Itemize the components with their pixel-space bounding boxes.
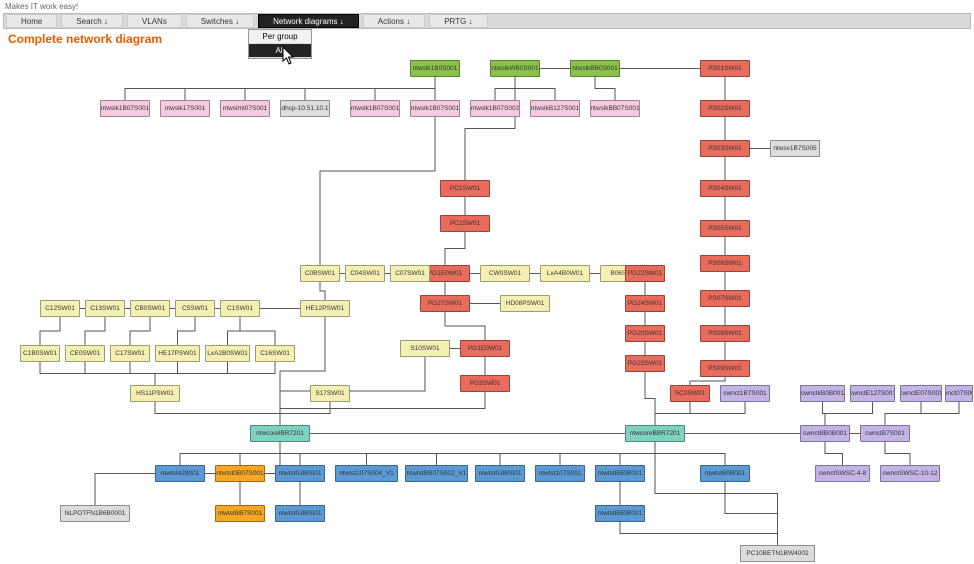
network-node[interactable]: C1SW01 xyxy=(220,300,260,317)
network-node[interactable]: ntwtstBB0B001 xyxy=(595,465,645,482)
network-node[interactable]: ntwcoreBBR7201 xyxy=(625,425,685,442)
menu-item[interactable]: Switches ↓ xyxy=(186,14,254,28)
network-node[interactable]: PG27SW01 xyxy=(420,295,470,312)
network-node[interactable]: ntwslkBB0S001 xyxy=(570,60,620,77)
network-node[interactable]: CB0SW01 xyxy=(130,300,170,317)
network-node[interactable]: dhcp-10.51.10.1 xyxy=(280,100,330,117)
network-node[interactable]: ntwslk1B0S001 xyxy=(410,60,460,77)
network-node[interactable]: HD08PSW01 xyxy=(500,295,550,312)
edge xyxy=(465,69,515,189)
network-node[interactable]: PS01SW01 xyxy=(700,60,750,77)
network-node[interactable]: PS06SW01 xyxy=(700,255,750,272)
tagline: Makes IT work easy! xyxy=(5,2,78,11)
network-node[interactable]: cwnctE127S001 xyxy=(850,385,895,402)
network-node[interactable]: ntwtst0B07S001 xyxy=(215,465,265,482)
network-node[interactable]: ntwtst107S004_V1 xyxy=(335,465,398,482)
network-node[interactable]: LxA4B0W01 xyxy=(540,265,590,282)
network-node[interactable]: C07SW01 xyxy=(390,265,430,282)
menu-item[interactable]: PRTG ↓ xyxy=(429,14,487,28)
network-node[interactable]: ntwtst107S001 xyxy=(535,465,585,482)
edge xyxy=(280,309,325,434)
edge xyxy=(280,349,425,434)
network-node[interactable]: PS03SW01 xyxy=(700,140,750,157)
network-node[interactable]: C1B0SW01 xyxy=(20,345,60,362)
network-node[interactable]: ntwcorelBR7201 xyxy=(250,425,310,442)
network-node[interactable]: HE12PSW01 xyxy=(300,300,350,317)
network-node[interactable]: ntwtstBB0B001 xyxy=(595,505,645,522)
network-node[interactable]: NLPOTFN1B6B0001 xyxy=(60,505,130,522)
network-node[interactable]: cwnctSWSC-10-12 xyxy=(880,465,940,482)
network-node[interactable]: C12SW01 xyxy=(40,300,80,317)
edge xyxy=(645,364,655,434)
edge xyxy=(655,434,778,554)
network-node[interactable]: C0BSW01 xyxy=(300,265,340,282)
network-node[interactable]: C04SW01 xyxy=(345,265,385,282)
diagram-canvas: ntwslk1B0S001 ntwslkWB0S001 ntwslkBB0S001 n… xyxy=(0,50,974,564)
network-node[interactable]: SC0SW01 xyxy=(670,385,710,402)
network-node[interactable]: S10SW01 xyxy=(400,340,450,357)
menu-item[interactable]: Home xyxy=(6,14,57,28)
network-node[interactable]: HE17PSW01 xyxy=(155,345,200,362)
network-node[interactable]: ntwslk1B07S001 xyxy=(100,100,150,117)
network-node[interactable]: ntwslk1B07S002 xyxy=(470,100,520,117)
network-node[interactable]: PC10BETN1BW4002 xyxy=(740,545,815,562)
network-node[interactable]: ntwtst02B0001 xyxy=(475,465,525,482)
edge xyxy=(725,474,778,554)
network-node[interactable]: ntwslkWB0S001 xyxy=(490,60,540,77)
menu-item[interactable]: Network diagrams ↓ xyxy=(258,14,359,28)
network-node[interactable]: PS04SW01 xyxy=(700,180,750,197)
network-node[interactable]: LxA2B0SW01 xyxy=(205,345,250,362)
network-node[interactable]: ntwtstBB7S001 xyxy=(215,505,265,522)
network-node[interactable]: ntwslk17S001 xyxy=(160,100,210,117)
menubar: Home Search ↓ VLANs Switches ↓ Network diagr… xyxy=(3,13,971,29)
network-node[interactable]: PC1SW01 xyxy=(440,180,490,197)
network-node[interactable]: cwnctkB0B001 xyxy=(800,385,845,402)
menu-item[interactable]: Search ↓ xyxy=(61,14,123,28)
network-node[interactable]: cwnctB7S001 xyxy=(860,425,910,442)
network-node[interactable]: ntwslk1B07S001 xyxy=(350,100,400,117)
network-node[interactable]: ntwtst02B0001 xyxy=(275,465,325,482)
network-node[interactable]: cwnctBB0B001 xyxy=(800,425,850,442)
network-node[interactable]: C17SW01 xyxy=(110,345,150,362)
network-node[interactable]: cwnctE07S001 xyxy=(900,385,942,402)
network-node[interactable]: PG24SW01 xyxy=(625,295,665,312)
network-node[interactable]: S17SW01 xyxy=(310,385,350,402)
network-node[interactable]: PG3SW01 xyxy=(460,375,510,392)
network-node[interactable]: PC2SW01 xyxy=(440,215,490,232)
page-title: Complete network diagram xyxy=(8,32,162,46)
network-node[interactable]: PS02SW01 xyxy=(700,100,750,117)
network-node[interactable]: ntwslkBB07S001 xyxy=(590,100,640,117)
network-node[interactable]: cwnct07S001 xyxy=(945,385,973,402)
network-node[interactable]: cwnct1B7S001 xyxy=(720,385,770,402)
network-node[interactable]: ntwtst02B0001 xyxy=(275,505,325,522)
network-node[interactable]: ntwtstB0B001 xyxy=(700,465,750,482)
network-node[interactable]: ntwslkB127S001 xyxy=(530,100,580,117)
network-node[interactable]: C16SW01 xyxy=(255,345,295,362)
network-node[interactable]: ntwslk1B07S001 xyxy=(410,100,460,117)
network-node[interactable]: C13SW01 xyxy=(85,300,125,317)
network-node[interactable]: PS09SW01 xyxy=(700,360,750,377)
dropdown-item[interactable]: Per group xyxy=(249,30,311,44)
network-node[interactable]: ntwsv1B7S005 xyxy=(770,140,820,157)
network-node[interactable]: PS08SW01 xyxy=(700,325,750,342)
network-node[interactable]: PG1E0W01 xyxy=(460,340,510,357)
menu-item[interactable]: VLANs xyxy=(127,14,182,28)
network-node[interactable]: ntwtstBB07S002_V1 xyxy=(405,465,468,482)
network-node[interactable]: ntwtst429001 xyxy=(155,465,205,482)
network-node[interactable]: PG22SW01 xyxy=(625,265,665,282)
network-node[interactable]: PG20SW01 xyxy=(625,325,665,342)
network-node[interactable]: PG23SW01 xyxy=(625,355,665,372)
network-node[interactable]: HS11PSW01 xyxy=(130,385,180,402)
network-node[interactable]: cwnctSWSC-4-8 xyxy=(815,465,870,482)
pointer-cursor-icon xyxy=(280,46,298,68)
network-node[interactable]: PS07SW01 xyxy=(700,290,750,307)
network-node[interactable]: C5SW01 xyxy=(175,300,215,317)
network-node[interactable]: CW0SW01 xyxy=(480,265,530,282)
network-node[interactable]: ntwslmt07S001 xyxy=(220,100,270,117)
network-node[interactable]: PS05SW01 xyxy=(700,220,750,237)
network-node[interactable]: CE0SW01 xyxy=(65,345,105,362)
menu-item[interactable]: Actions ↓ xyxy=(363,14,425,28)
